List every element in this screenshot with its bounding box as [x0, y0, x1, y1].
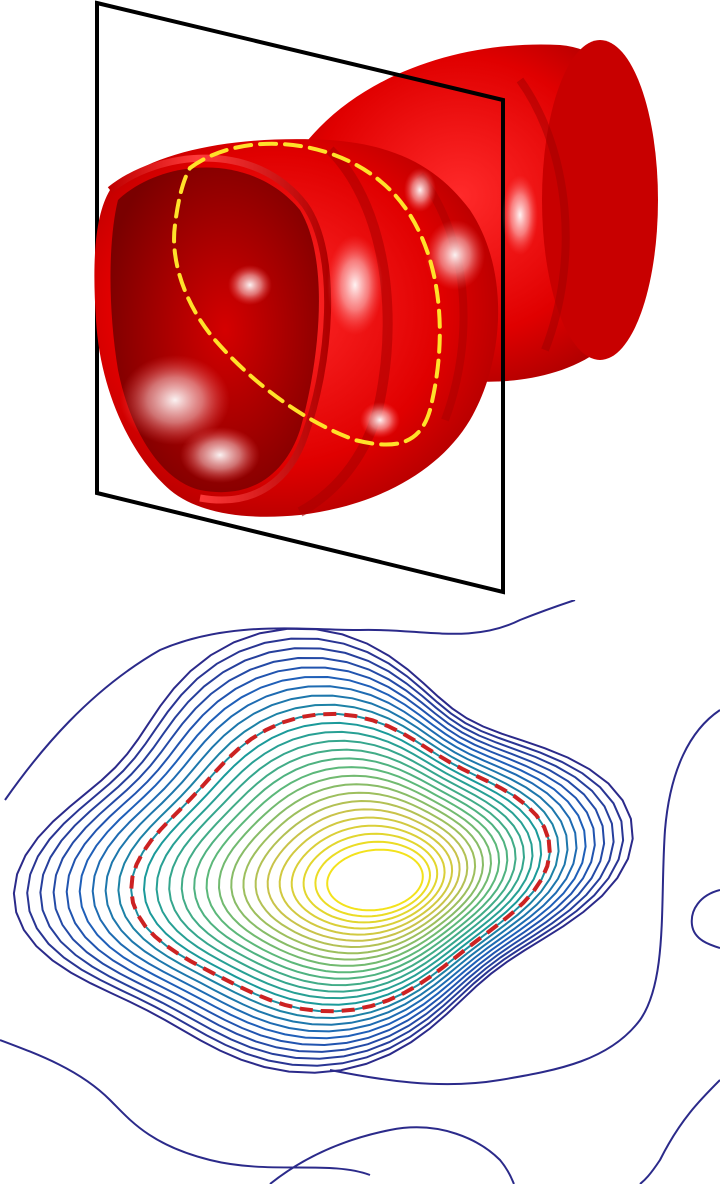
contour-line: [39, 647, 615, 1060]
contour-line: [65, 666, 596, 1047]
contour-line: [278, 816, 454, 936]
contour-line-outer: [329, 709, 720, 1086]
surface-highlight: [120, 355, 230, 445]
contour-line: [52, 656, 606, 1053]
contour-line: [155, 730, 534, 1000]
contour-line: [26, 637, 625, 1067]
contour-plot: [0, 600, 720, 1184]
contour-line: [193, 757, 509, 980]
surface-3d-view: [94, 0, 658, 595]
contour-line: [168, 739, 526, 993]
contour-line: [230, 783, 485, 961]
surface-highlight: [228, 265, 272, 305]
tube-rib: [516, 77, 570, 352]
tube-rib: [416, 172, 468, 422]
contour-line: [91, 685, 578, 1033]
surface-highlight: [404, 168, 436, 212]
contour-line: [242, 791, 477, 955]
surface-highlight: [180, 427, 260, 483]
contour-line: [314, 840, 432, 918]
tube-rib: [297, 146, 393, 517]
contour-line: [254, 799, 469, 949]
contour-line: [180, 748, 517, 987]
contour-line: [302, 832, 439, 924]
contour-line: [117, 703, 560, 1020]
contour-line-outer: [269, 1126, 515, 1184]
tube-far-end: [542, 40, 658, 360]
contour-line-outer: [639, 1079, 720, 1184]
cut-curve: [172, 141, 442, 447]
surface-highlight: [425, 220, 485, 290]
contour-levels: [12, 627, 634, 1074]
highlight-contour-level: [129, 711, 552, 1014]
surface-highlight: [327, 235, 383, 335]
surface-highlight: [360, 402, 400, 438]
contour-line: [217, 774, 493, 967]
surface-highlight: [502, 175, 538, 255]
contour-line: [104, 694, 569, 1026]
contour-line: [78, 675, 587, 1040]
contour-line: [12, 627, 634, 1074]
contour-line-outer: [4, 600, 576, 801]
contour-line: [205, 766, 501, 974]
contour-line: [266, 808, 461, 942]
contour-line: [326, 848, 424, 912]
contour-line-outer: [690, 889, 720, 949]
contour-line-outer: [0, 1039, 371, 1176]
contour-line: [290, 824, 446, 930]
contour-line: [142, 721, 543, 1006]
